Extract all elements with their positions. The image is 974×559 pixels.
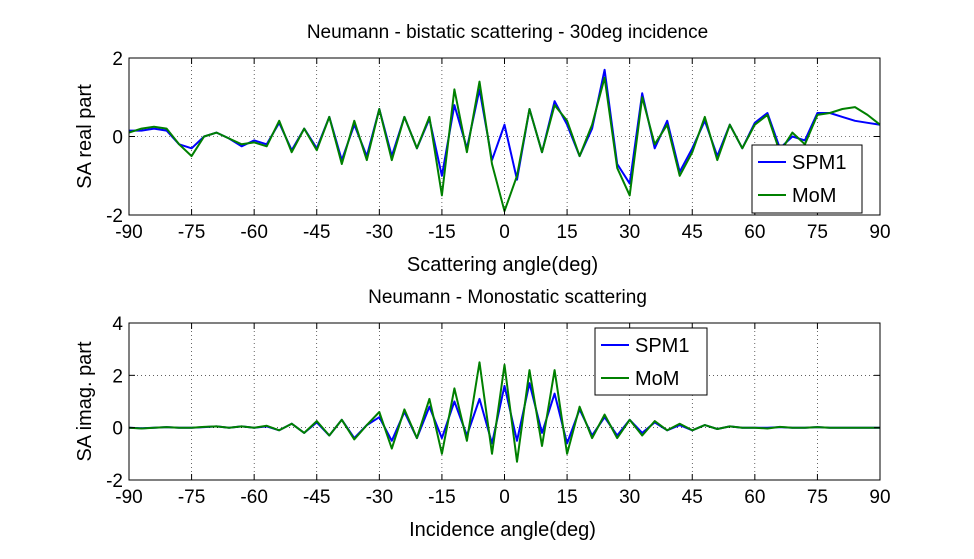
y-axis-label: SA imag. part: [74, 341, 96, 462]
legend-box: [751, 144, 863, 214]
legend: SPM1 MoM: [751, 144, 863, 214]
x-tick-label: -15: [428, 222, 455, 243]
x-tick-label: 75: [807, 222, 828, 243]
x-tick-label: 60: [744, 487, 765, 508]
y-tick-label: -2: [106, 471, 123, 492]
chart-title: Neumann - bistatic scattering - 30deg in…: [307, 22, 708, 43]
x-tick-label: -60: [240, 487, 267, 508]
x-tick-label: -90: [115, 487, 142, 508]
legend-label-spm1: SPM1: [792, 152, 846, 174]
x-tick-label: -30: [366, 222, 393, 243]
x-tick-label: 30: [619, 222, 640, 243]
y-tick-label: 2: [112, 366, 123, 387]
legend-label-mom: MoM: [635, 368, 679, 390]
chart-2: -90 -75 -60 -45 -30 -15 0 15 30 45 60 75 90 -2 0 2 4 Neum…: [74, 287, 891, 541]
legend-label-mom: MoM: [792, 185, 836, 207]
x-tick-label: 60: [744, 222, 765, 243]
x-tick-label: -45: [303, 222, 330, 243]
x-tick-label: 75: [807, 487, 828, 508]
x-tick-label: -45: [303, 487, 330, 508]
x-tick-label: -60: [240, 222, 267, 243]
series-line-spm1: [129, 68, 881, 185]
x-tick-label: -75: [178, 487, 205, 508]
y-tick-label: 0: [112, 128, 123, 149]
chart-1: -90 -75 -60 -45 -30 -15 0 15 30 45 60 75 90 -2 0 2 Neuma…: [74, 22, 891, 276]
x-tick-label: 90: [869, 222, 890, 243]
x-tick-label: -15: [428, 487, 455, 508]
y-tick-label: 0: [112, 419, 123, 440]
x-tick-label: 15: [557, 222, 578, 243]
plot-area: [129, 323, 880, 480]
y-tick-label: -2: [106, 206, 123, 227]
x-tick-label: -75: [178, 222, 205, 243]
x-axis-label: Scattering angle(deg): [407, 254, 598, 276]
x-tick-label: 30: [619, 487, 640, 508]
legend-label-spm1: SPM1: [635, 335, 689, 357]
y-tick-label: 2: [112, 49, 123, 70]
x-tick-label: 0: [499, 222, 510, 243]
legend-box: [594, 327, 708, 396]
x-axis-label: Incidence angle(deg): [409, 519, 596, 541]
x-tick-label: 0: [499, 487, 510, 508]
series-line-mom: [128, 361, 880, 463]
y-axis-label: SA real part: [74, 84, 96, 189]
chart-title: Neumann - Monostatic scattering: [368, 287, 647, 308]
y-tick-label: 4: [112, 314, 123, 335]
x-tick-label: -30: [366, 487, 393, 508]
x-tick-label: 90: [869, 487, 890, 508]
x-tick-label: -90: [115, 222, 142, 243]
x-tick-label: 45: [682, 222, 703, 243]
x-tick-label: 45: [682, 487, 703, 508]
legend: SPM1 MoM: [594, 327, 708, 396]
x-tick-label: 15: [557, 487, 578, 508]
